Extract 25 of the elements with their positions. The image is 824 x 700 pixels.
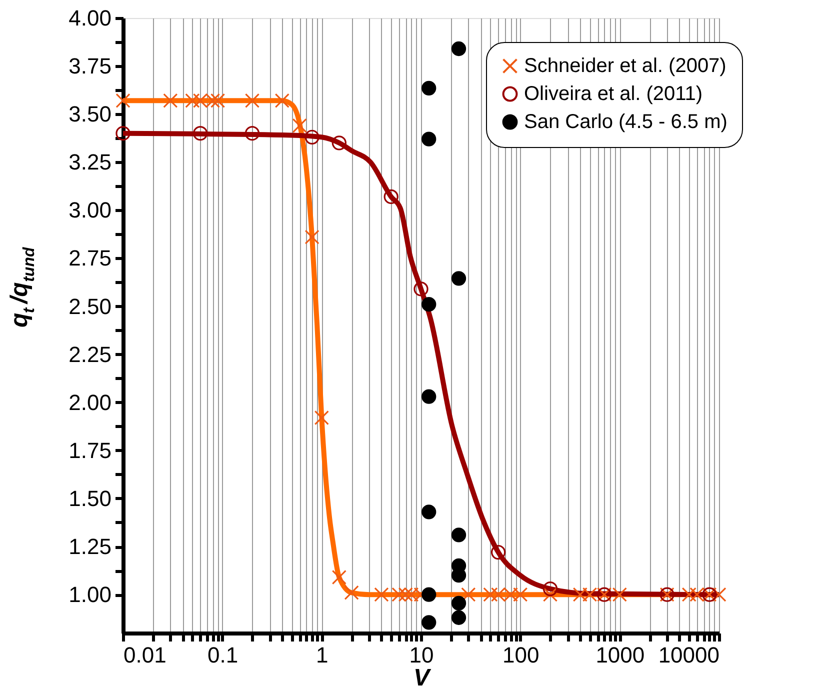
- x-tick-label: 0.01: [124, 642, 166, 668]
- x-tick-label: 10: [409, 642, 434, 668]
- y-tick-label: 3.25: [68, 150, 112, 175]
- x-tick-label: 0.1: [208, 642, 238, 668]
- legend-label: Oliveira et al. (2011): [524, 83, 703, 105]
- y-tick-label: 3.75: [68, 54, 112, 79]
- y-tick-label: 3.50: [68, 102, 112, 127]
- y-tick-label: 2.00: [68, 390, 112, 415]
- y-tick-label: 2.50: [68, 294, 112, 319]
- y-tick-label: 1.25: [68, 534, 112, 560]
- y-tick-label: 3.00: [68, 198, 112, 223]
- x-tick-label: 100: [502, 642, 540, 668]
- y-tick-label: 4.00: [68, 6, 112, 30]
- legend-label: Schneider et al. (2007): [524, 55, 726, 77]
- y-tick-label: 1.50: [68, 486, 112, 511]
- y-tick-label: 2.25: [68, 342, 112, 367]
- y-tick-label: 1.75: [68, 438, 112, 463]
- y-tick-label: 1.00: [68, 582, 112, 608]
- legend-label: San Carlo (4.5 - 6.5 m): [524, 111, 728, 133]
- y-axis-title: qt/qtund: [6, 246, 38, 328]
- x-tick-label: 10000: [658, 642, 720, 668]
- y-tick-label: 2.75: [68, 246, 112, 271]
- x-axis-title: V: [413, 664, 432, 692]
- x-tick-label: 1000: [596, 642, 645, 668]
- x-tick-label: 1: [316, 642, 328, 668]
